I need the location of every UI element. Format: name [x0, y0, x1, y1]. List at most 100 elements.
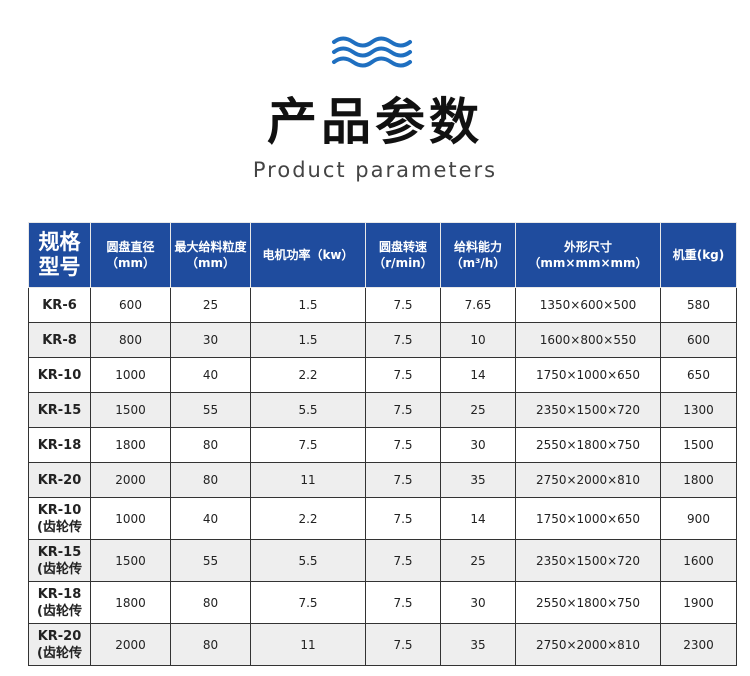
value-cell: 900: [660, 497, 737, 540]
value-cell: 1000: [90, 357, 171, 393]
column-header: 给料能力（m³/h）: [440, 222, 516, 288]
value-cell: 1300: [660, 392, 737, 428]
value-cell: 40: [170, 497, 251, 540]
column-header: 机重(kg): [660, 222, 737, 288]
value-cell: 2000: [90, 623, 171, 666]
value-cell: 580: [660, 287, 737, 323]
table-row: KR-18 (齿轮传 1800 80 7.5 7.5 30 2550×1800×750 190…: [28, 581, 737, 624]
value-cell: 1500: [90, 392, 171, 428]
value-cell: 11: [250, 462, 366, 498]
table-row: KR-15 1500 55 5.5 7.5 25 2350×1500×720 1300: [28, 392, 737, 428]
model-cell: KR-6: [28, 287, 91, 323]
value-cell: 7.5: [365, 623, 441, 666]
value-cell: 1600: [660, 539, 737, 582]
value-cell: 2.2: [250, 497, 366, 540]
model-cell: KR-18: [28, 427, 91, 463]
model-cell: KR-18 (齿轮传: [28, 581, 91, 624]
value-cell: 7.5: [250, 427, 366, 463]
value-cell: 1.5: [250, 287, 366, 323]
value-cell: 2350×1500×720: [515, 539, 661, 582]
value-cell: 25: [440, 392, 516, 428]
value-cell: 30: [440, 581, 516, 624]
value-cell: 1800: [90, 581, 171, 624]
value-cell: 2750×2000×810: [515, 623, 661, 666]
value-cell: 25: [170, 287, 251, 323]
value-cell: 1750×1000×650: [515, 497, 661, 540]
value-cell: 5.5: [250, 539, 366, 582]
table-row: KR-10 (齿轮传 1000 40 2.2 7.5 14 1750×1000×650 900: [28, 497, 737, 540]
value-cell: 55: [170, 539, 251, 582]
column-header: 圆盘直径（mm）: [90, 222, 171, 288]
value-cell: 35: [440, 623, 516, 666]
value-cell: 7.5: [250, 581, 366, 624]
column-header: 外形尺寸（mm×mm×mm）: [515, 222, 661, 288]
value-cell: 2550×1800×750: [515, 427, 661, 463]
value-cell: 5.5: [250, 392, 366, 428]
table-row: KR-10 1000 40 2.2 7.5 14 1750×1000×650 650: [28, 357, 737, 393]
model-cell: KR-15 (齿轮传: [28, 539, 91, 582]
value-cell: 7.65: [440, 287, 516, 323]
value-cell: 30: [170, 322, 251, 358]
column-header: 圆盘转速（r/min）: [365, 222, 441, 288]
value-cell: 14: [440, 357, 516, 393]
value-cell: 1750×1000×650: [515, 357, 661, 393]
value-cell: 7.5: [365, 287, 441, 323]
model-cell: KR-15: [28, 392, 91, 428]
value-cell: 55: [170, 392, 251, 428]
table-row: KR-20 2000 80 11 7.5 35 2750×2000×810 1800: [28, 462, 737, 498]
value-cell: 800: [90, 322, 171, 358]
value-cell: 1350×600×500: [515, 287, 661, 323]
value-cell: 35: [440, 462, 516, 498]
value-cell: 40: [170, 357, 251, 393]
model-cell: KR-10: [28, 357, 91, 393]
value-cell: 1000: [90, 497, 171, 540]
column-header: 电机功率（kw）: [250, 222, 366, 288]
value-cell: 7.5: [365, 357, 441, 393]
value-cell: 7.5: [365, 427, 441, 463]
value-cell: 2750×2000×810: [515, 462, 661, 498]
model-cell: KR-20: [28, 462, 91, 498]
value-cell: 1500: [90, 539, 171, 582]
waves-icon: [332, 36, 412, 68]
value-cell: 7.5: [365, 322, 441, 358]
value-cell: 2300: [660, 623, 737, 666]
value-cell: 1900: [660, 581, 737, 624]
value-cell: 2.2: [250, 357, 366, 393]
page-subtitle: Product parameters: [252, 158, 498, 182]
value-cell: 7.5: [365, 462, 441, 498]
model-cell: KR-10 (齿轮传: [28, 497, 91, 540]
value-cell: 600: [90, 287, 171, 323]
table-row: KR-20 (齿轮传 2000 80 11 7.5 35 2750×2000×810 2300: [28, 623, 737, 666]
value-cell: 25: [440, 539, 516, 582]
value-cell: 1800: [660, 462, 737, 498]
value-cell: 11: [250, 623, 366, 666]
value-cell: 7.5: [365, 392, 441, 428]
value-cell: 2350×1500×720: [515, 392, 661, 428]
column-header: 最大给料粒度（mm）: [170, 222, 251, 288]
value-cell: 650: [660, 357, 737, 393]
value-cell: 2000: [90, 462, 171, 498]
value-cell: 80: [170, 581, 251, 624]
table-row: KR-8 800 30 1.5 7.5 10 1600×800×550 600: [28, 322, 737, 358]
parameters-table: 规格型号 圆盘直径（mm） 最大给料粒度（mm） 电机功率（kw） 圆盘转速（r/min…: [28, 222, 737, 666]
table-row: KR-6 600 25 1.5 7.5 7.65 1350×600×500 580: [28, 287, 737, 323]
value-cell: 2550×1800×750: [515, 581, 661, 624]
value-cell: 80: [170, 623, 251, 666]
value-cell: 30: [440, 427, 516, 463]
model-cell: KR-20 (齿轮传: [28, 623, 91, 666]
page-title: 产品参数: [267, 93, 483, 151]
value-cell: 7.5: [365, 539, 441, 582]
value-cell: 7.5: [365, 581, 441, 624]
model-cell: KR-8: [28, 322, 91, 358]
value-cell: 80: [170, 427, 251, 463]
value-cell: 1500: [660, 427, 737, 463]
value-cell: 1800: [90, 427, 171, 463]
value-cell: 1600×800×550: [515, 322, 661, 358]
value-cell: 7.5: [365, 497, 441, 540]
table-row: KR-18 1800 80 7.5 7.5 30 2550×1800×750 1500: [28, 427, 737, 463]
column-header: 规格型号: [28, 222, 91, 288]
value-cell: 80: [170, 462, 251, 498]
value-cell: 14: [440, 497, 516, 540]
value-cell: 600: [660, 322, 737, 358]
table-row: KR-15 (齿轮传 1500 55 5.5 7.5 25 2350×1500×720 160…: [28, 539, 737, 582]
